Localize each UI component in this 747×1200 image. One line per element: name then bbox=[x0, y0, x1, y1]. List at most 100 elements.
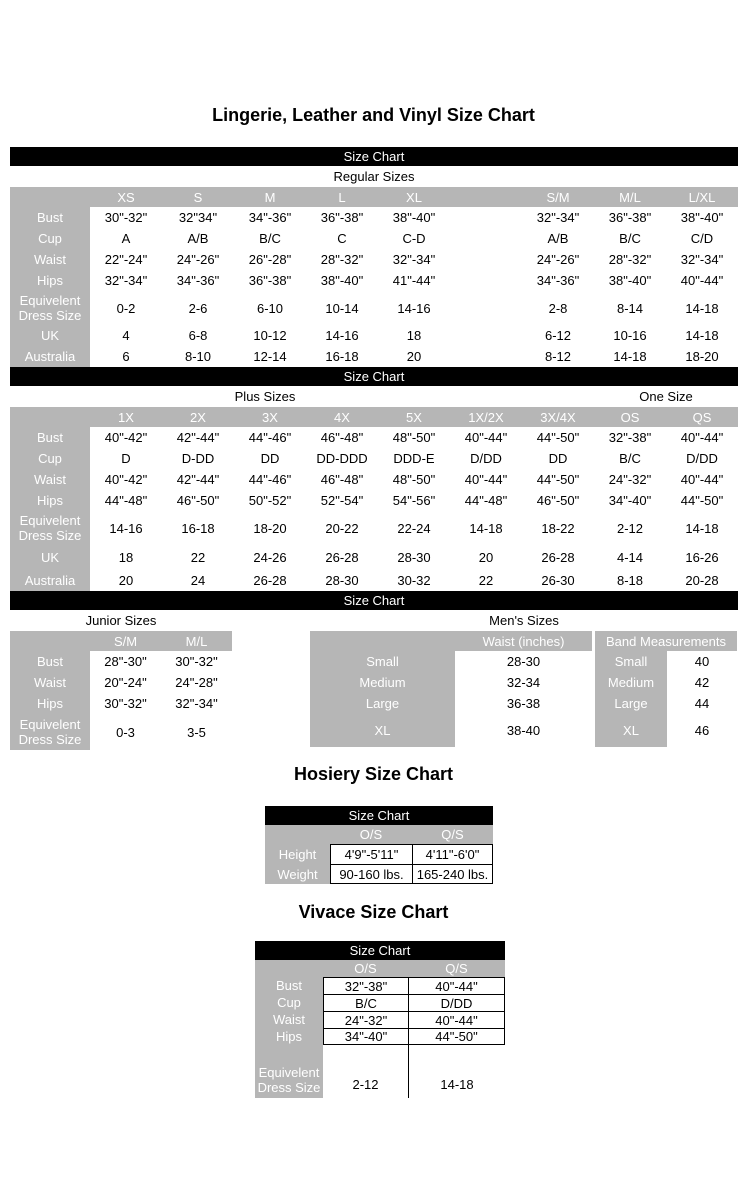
cell: 14-18 bbox=[666, 325, 738, 346]
table-row: UK 18 22 24-26 26-28 28-30 20 26-28 4-14 16-26 bbox=[10, 545, 738, 569]
cell: 52"-54" bbox=[306, 490, 378, 511]
cell: A/B bbox=[162, 228, 234, 249]
corner-cell bbox=[10, 407, 90, 427]
col-header: O/S bbox=[354, 961, 377, 976]
row-label: Cup bbox=[10, 228, 90, 249]
col-header: L/XL bbox=[688, 189, 716, 205]
cell: 6-10 bbox=[234, 291, 306, 325]
cell: 14-18 bbox=[408, 1045, 505, 1098]
row-label: Bust bbox=[10, 207, 90, 228]
cell: 16-18 bbox=[306, 346, 378, 367]
cell: B/C bbox=[594, 448, 666, 469]
band-measurements-header: Band Measurements bbox=[606, 633, 726, 649]
table-row: Small 28-30 bbox=[310, 651, 592, 672]
cell: 3-5 bbox=[161, 714, 232, 750]
cell: 12-14 bbox=[234, 346, 306, 367]
row-label: UK bbox=[10, 325, 90, 346]
cell: 36"-38" bbox=[234, 270, 306, 291]
cell: 46"-48" bbox=[306, 427, 378, 448]
row-label: Small bbox=[595, 651, 667, 672]
cell: 14-16 bbox=[378, 291, 450, 325]
cell: 165-240 lbs. bbox=[412, 864, 493, 884]
row-label: Hips bbox=[255, 1028, 323, 1045]
cell: 40"-44" bbox=[408, 977, 505, 994]
regular-sizes-row: Regular Sizes bbox=[10, 166, 738, 187]
cell: 14-16 bbox=[90, 511, 162, 545]
cell: 40"-44" bbox=[666, 270, 738, 291]
cell: 2-12 bbox=[594, 511, 666, 545]
cell: D/DD bbox=[408, 994, 505, 1011]
col-header: O/S bbox=[359, 827, 383, 842]
vivace-header-row: O/S Q/S bbox=[255, 960, 505, 977]
table-row: Waist 40"-42" 42"-44" 44"-46" 46"-48" 48"-50"… bbox=[10, 469, 738, 490]
cell: 32"-34" bbox=[90, 270, 162, 291]
cell: 32"-34" bbox=[378, 249, 450, 270]
vivace-size-table: Size Chart O/S Q/S Bust 32"-38" 40"-44" Cup B/… bbox=[255, 941, 505, 1098]
table-row: Medium 32-34 bbox=[310, 672, 592, 693]
table-row: Australia 20 24 26-28 28-30 30-32 22 26-30 8-18 2… bbox=[10, 569, 738, 591]
table-row: Equivelent Dress Size 0-2 2-6 6-10 10-14 14-1… bbox=[10, 291, 738, 325]
lingerie-size-chart: Size Chart Regular Sizes XS S M L XL S/M M/L L/… bbox=[10, 147, 738, 751]
cell bbox=[450, 207, 522, 228]
cell: 14-18 bbox=[666, 291, 738, 325]
row-label: Hips bbox=[10, 270, 90, 291]
cell: 40"-44" bbox=[666, 469, 738, 490]
cell: 30"-32" bbox=[161, 651, 232, 672]
cell bbox=[450, 228, 522, 249]
cell: 46"-50" bbox=[162, 490, 234, 511]
table-row: Hips 34"-40" 44"-50" bbox=[255, 1028, 505, 1045]
cell: 32"34" bbox=[162, 207, 234, 228]
row-label: Waist bbox=[10, 249, 90, 270]
cell: 44"-50" bbox=[666, 490, 738, 511]
cell: 54"-56" bbox=[378, 490, 450, 511]
cell: 20 bbox=[378, 346, 450, 367]
cell: 18 bbox=[378, 325, 450, 346]
cell: 18 bbox=[90, 545, 162, 569]
table-row: Weight 90-160 lbs. 165-240 lbs. bbox=[265, 864, 493, 884]
col-header: L bbox=[338, 189, 346, 205]
cell: 22 bbox=[450, 569, 522, 591]
corner-cell bbox=[265, 825, 330, 844]
junior-header-row: S/M M/L bbox=[10, 631, 232, 651]
cell: 26"-28" bbox=[234, 249, 306, 270]
mens-waist-header-row: Waist (inches) bbox=[310, 631, 592, 651]
plus-header-row: 1X 2X 3X 4X 5X 1X/2X 3X/4X OS QS bbox=[10, 407, 738, 427]
row-label: Equivelent Dress Size bbox=[10, 291, 90, 325]
cell: 20"-24" bbox=[90, 672, 161, 693]
cell: 48"-50" bbox=[378, 469, 450, 490]
cell: 30-32 bbox=[378, 569, 450, 591]
col-header: Q/S bbox=[445, 961, 468, 976]
cell: 28-30 bbox=[378, 545, 450, 569]
cell: D/DD bbox=[450, 448, 522, 469]
plus-sizes-label: Plus Sizes bbox=[234, 389, 296, 404]
row-label: Large bbox=[310, 693, 455, 714]
waist-inches-header: Waist (inches) bbox=[482, 633, 565, 649]
table-row: UK 4 6-8 10-12 14-16 18 6-12 10-16 14-18 bbox=[10, 325, 738, 346]
row-label: XL bbox=[310, 714, 455, 747]
cell: B/C bbox=[234, 228, 306, 249]
cell: 6-8 bbox=[162, 325, 234, 346]
cell: 40"-44" bbox=[450, 427, 522, 448]
cell: 44 bbox=[667, 693, 737, 714]
col-header: QS bbox=[692, 409, 712, 425]
regular-sizes-table: XS S M L XL S/M M/L L/XL Bust 30"-32" 32"34" 34"-36… bbox=[10, 187, 738, 367]
cell: 36"-38" bbox=[594, 207, 666, 228]
cell: 28-30 bbox=[306, 569, 378, 591]
table-row: Cup A A/B B/C C C-D A/B B/C C/D bbox=[10, 228, 738, 249]
cell: 24"-28" bbox=[161, 672, 232, 693]
regular-header-row: XS S M L XL S/M M/L L/XL bbox=[10, 187, 738, 207]
cell: 8-18 bbox=[594, 569, 666, 591]
cell: 4 bbox=[90, 325, 162, 346]
cell: 44"-48" bbox=[450, 490, 522, 511]
cell: 14-18 bbox=[666, 511, 738, 545]
row-label: Waist bbox=[255, 1011, 323, 1028]
col-header: S/M bbox=[113, 633, 138, 649]
junior-sizes-label: Junior Sizes bbox=[85, 613, 157, 628]
cell: 24"-32" bbox=[323, 1011, 408, 1028]
cell: 38-40 bbox=[455, 714, 592, 747]
junior-mens-row: Junior Sizes Men's Sizes bbox=[10, 610, 738, 631]
cell: 46"-48" bbox=[306, 469, 378, 490]
row-label: Bust bbox=[10, 651, 90, 672]
table-row: XL 38-40 bbox=[310, 714, 592, 747]
col-header: XS bbox=[117, 189, 135, 205]
